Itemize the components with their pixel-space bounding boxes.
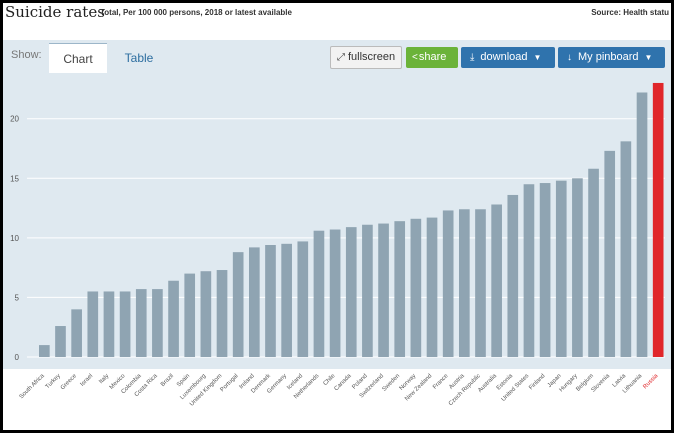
download-label: download	[480, 51, 528, 63]
bar	[87, 291, 99, 357]
tab-table[interactable]: Table	[124, 51, 154, 65]
share-label: share	[418, 51, 447, 63]
tab-chart[interactable]: Chart	[49, 43, 107, 74]
bar	[539, 183, 551, 357]
bar	[216, 270, 228, 357]
toolbar: Show: Chart Table ⤢ fullscreen <share ⤓ do…	[3, 40, 671, 74]
bar	[491, 204, 502, 357]
download-icon: ⤓	[470, 52, 475, 63]
bar	[652, 82, 664, 357]
bar	[281, 243, 292, 357]
expand-icon: ⤢	[337, 52, 345, 63]
bar	[636, 92, 648, 357]
bar	[39, 345, 50, 357]
bar	[152, 289, 163, 357]
bar	[572, 178, 583, 357]
bar	[426, 217, 438, 357]
y-tick-label: 15	[10, 174, 19, 183]
share-button[interactable]: <share	[406, 47, 458, 68]
bar	[507, 194, 519, 357]
bar	[362, 224, 373, 357]
y-tick-label: 20	[10, 115, 19, 124]
pinboard-button[interactable]: ↓ My pinboard ▼	[558, 47, 665, 68]
bar	[200, 271, 212, 357]
bar	[459, 209, 470, 357]
x-tick-label: France	[432, 373, 450, 391]
chevron-down-icon: ▼	[533, 53, 542, 62]
x-tick-label: Russia	[642, 373, 660, 391]
bar	[555, 180, 567, 357]
bar	[604, 150, 616, 357]
show-label: Show:	[11, 49, 42, 61]
x-tick-label: Australia	[477, 373, 498, 394]
bar	[135, 289, 147, 357]
y-tick-label: 0	[15, 353, 20, 362]
bar	[168, 280, 179, 357]
bar	[345, 227, 357, 357]
x-tick-label: Italy	[98, 373, 110, 385]
fullscreen-button[interactable]: ⤢ fullscreen	[330, 46, 402, 69]
bar	[313, 230, 325, 357]
x-tick-label: Hungary	[559, 373, 579, 393]
pin-icon: ↓	[567, 52, 572, 63]
y-tick-label: 10	[10, 234, 19, 243]
x-tick-label: South Africa	[19, 373, 47, 401]
page-title: Suicide rates	[5, 3, 105, 21]
chevron-down-icon: ▼	[644, 53, 653, 62]
x-tick-label: Brazil	[160, 373, 175, 388]
share-icon: <	[412, 52, 418, 63]
bar	[232, 252, 244, 357]
bar	[442, 210, 454, 357]
bar	[297, 241, 309, 357]
x-tick-label: Finland	[528, 373, 546, 391]
bar	[329, 229, 341, 357]
page-subtitle: Total, Per 100 000 persons, 2018 or late…	[100, 8, 292, 17]
bar	[55, 326, 66, 357]
bar	[378, 223, 389, 357]
bar	[71, 309, 82, 357]
chart-frame: Suicide rates Total, Per 100 000 persons…	[3, 3, 671, 430]
x-tick-label: Slovenia	[591, 373, 612, 394]
fullscreen-label: fullscreen	[348, 51, 396, 63]
bar	[103, 291, 115, 357]
bar	[620, 141, 632, 357]
x-tick-label: Greece	[60, 373, 79, 392]
download-button[interactable]: ⤓ download ▼	[461, 47, 555, 68]
bar	[184, 273, 196, 357]
bar	[410, 218, 422, 357]
bar	[265, 245, 276, 357]
x-tick-label: Portugal	[220, 373, 240, 393]
x-tick-label: Chile	[323, 373, 337, 387]
pinboard-label: My pinboard	[578, 51, 639, 63]
bar	[475, 209, 486, 357]
x-tick-label: Sweden	[382, 373, 402, 393]
y-tick-label: 5	[15, 293, 20, 302]
x-tick-label: Israel	[80, 373, 95, 388]
x-tick-label: Canada	[334, 373, 354, 393]
bar	[249, 247, 260, 357]
bar	[523, 184, 535, 357]
source-label[interactable]: Source: Health statu	[591, 8, 669, 17]
bar	[119, 291, 131, 357]
bar	[394, 221, 406, 357]
bar	[588, 168, 599, 357]
